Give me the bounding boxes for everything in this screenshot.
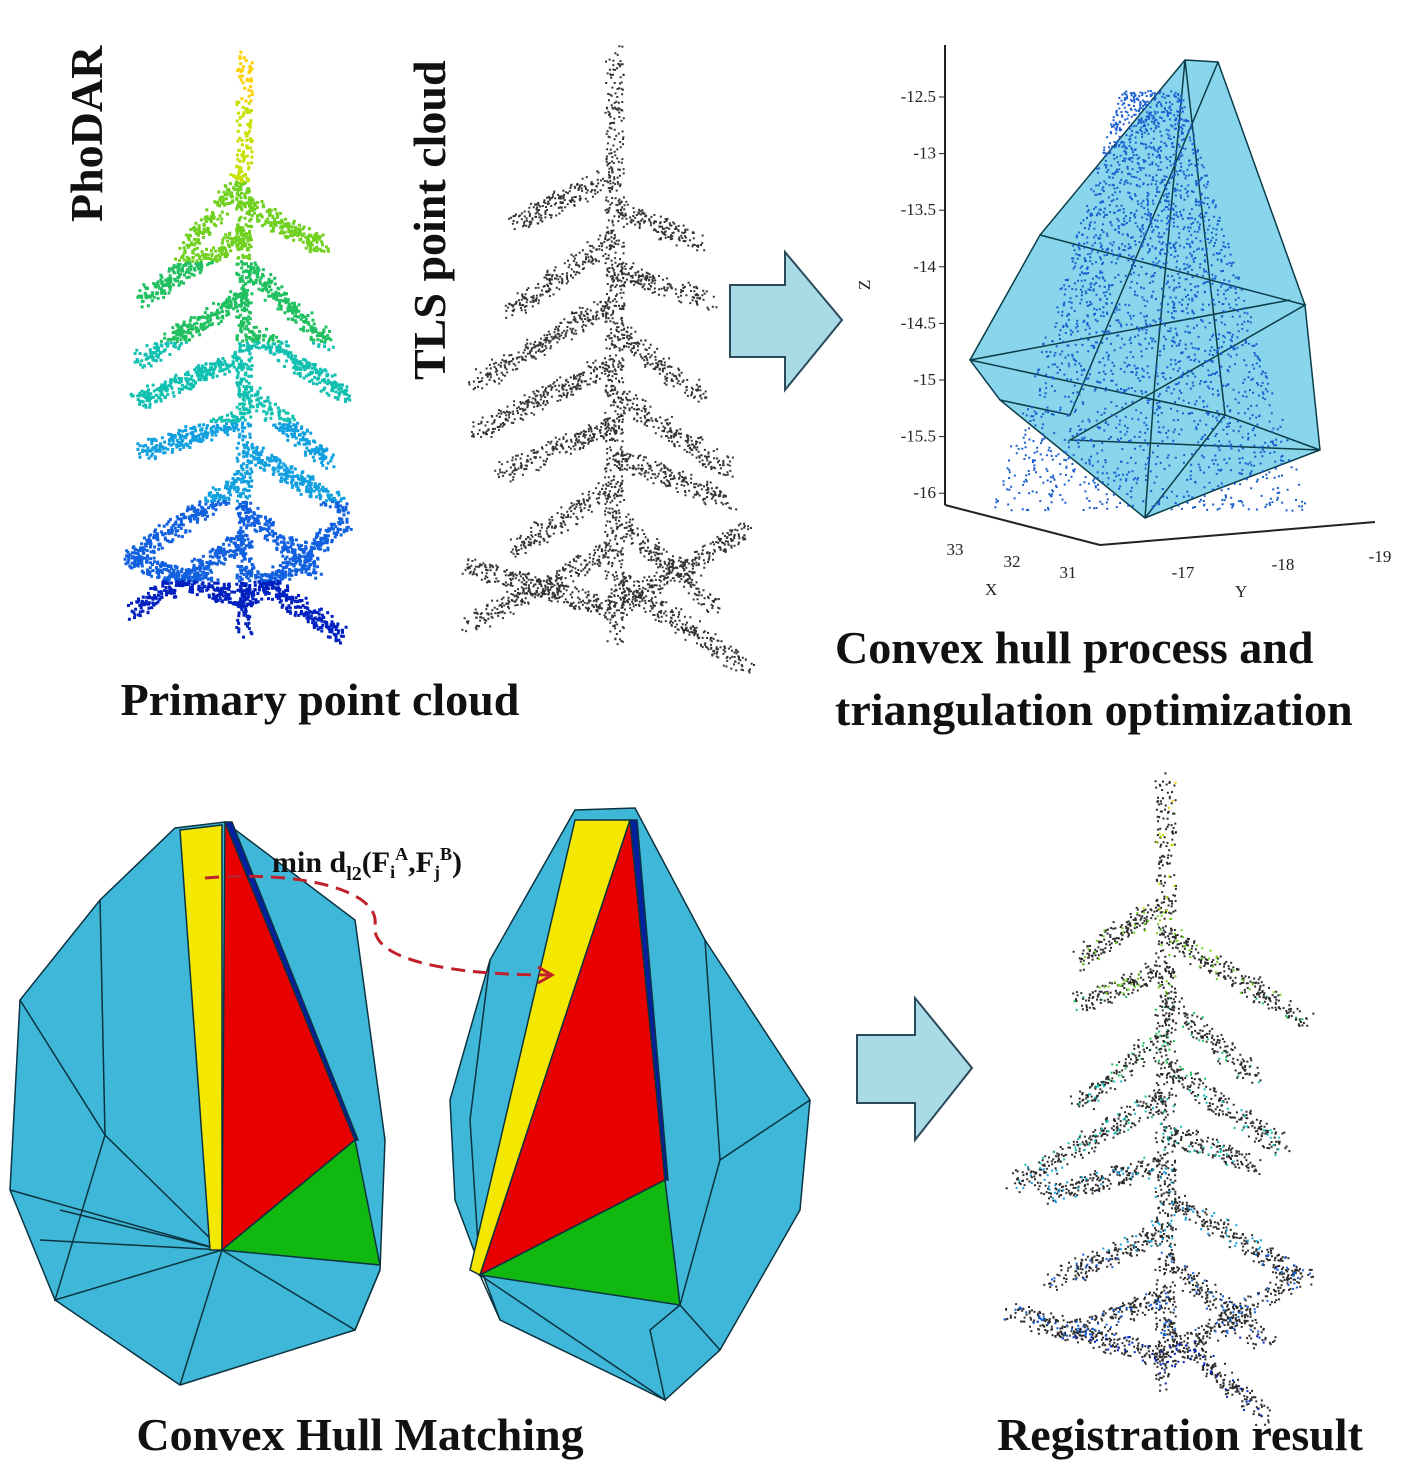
axis-label: X bbox=[985, 580, 997, 599]
points bbox=[1024, 1080, 1281, 1166]
hull-points bbox=[994, 90, 1306, 512]
points bbox=[174, 180, 330, 263]
points bbox=[127, 580, 348, 645]
z-tick-label: -14.5 bbox=[901, 313, 936, 332]
z-tick-label: -15.5 bbox=[901, 427, 936, 446]
points bbox=[1142, 832, 1176, 912]
caption: triangulation optimization bbox=[835, 684, 1353, 735]
points bbox=[123, 500, 353, 583]
label: TLS point cloud bbox=[404, 60, 455, 380]
axis-label: Y bbox=[1235, 582, 1247, 601]
z-tick-label: -16 bbox=[913, 483, 936, 502]
points bbox=[229, 100, 254, 183]
points bbox=[136, 420, 346, 503]
z-tick-label: -15 bbox=[913, 370, 936, 389]
caption: Convex hull process and bbox=[835, 622, 1314, 673]
x-tick-label: 32 bbox=[1004, 552, 1021, 571]
points bbox=[994, 90, 1306, 512]
arrow bbox=[856, 995, 974, 1143]
z-tick-label: -12.5 bbox=[901, 87, 936, 106]
points bbox=[1061, 1335, 1265, 1417]
x-tick-label: 33 bbox=[947, 540, 964, 559]
points bbox=[461, 45, 755, 674]
points bbox=[1004, 772, 1315, 1426]
arrow bbox=[729, 249, 844, 393]
hull bbox=[969, 59, 1321, 519]
caption: Registration result bbox=[997, 1409, 1364, 1460]
hull-a bbox=[9, 821, 386, 1386]
match-arrow bbox=[204, 874, 551, 977]
points bbox=[236, 50, 254, 103]
label: PhoDAR bbox=[61, 45, 112, 222]
y-tick-label: -18 bbox=[1272, 555, 1295, 574]
points bbox=[129, 340, 352, 423]
x-tick-label: 31 bbox=[1060, 563, 1077, 582]
z-axis: -12.5 -13 -13.5 -14 -14.5 -15 -15.5 -16 33 32 31 -1… bbox=[901, 87, 1392, 582]
y-tick-label: -17 bbox=[1172, 563, 1195, 582]
hull-b bbox=[449, 807, 811, 1402]
points bbox=[136, 260, 333, 343]
hull-plot bbox=[944, 45, 1376, 546]
formula: min dl2(FiA,FjB) bbox=[272, 844, 462, 885]
caption: Convex Hull Matching bbox=[136, 1409, 583, 1460]
z-tick-label: -13.5 bbox=[901, 200, 936, 219]
point-clouds bbox=[123, 45, 1315, 1426]
y-tick-label: -19 bbox=[1369, 547, 1392, 566]
z-tick-label: -14 bbox=[913, 257, 936, 276]
arrow-head bbox=[537, 965, 556, 985]
points bbox=[1015, 1166, 1262, 1252]
z-tick-label: -13 bbox=[913, 144, 936, 163]
caption: Primary point cloud bbox=[121, 674, 520, 725]
axis-label: Z bbox=[855, 280, 874, 290]
